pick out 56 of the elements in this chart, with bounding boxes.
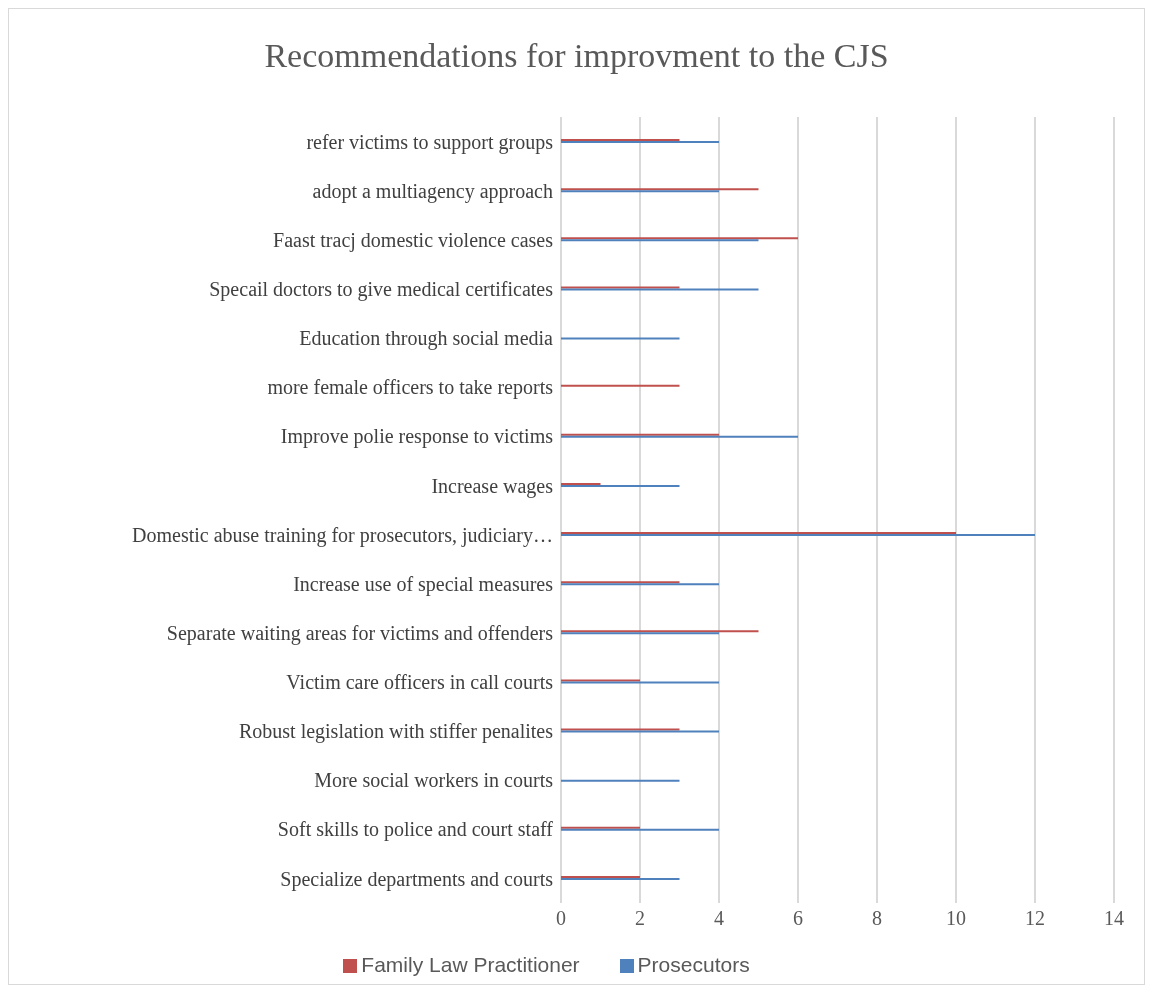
bar: [561, 730, 719, 733]
bar: [561, 190, 719, 193]
bar: [561, 728, 680, 731]
bar: [561, 875, 640, 878]
bar: [561, 286, 680, 289]
bar: [561, 482, 601, 485]
bar: [561, 237, 798, 240]
bar: [561, 435, 798, 438]
legend-label: Family Law Practitioner: [361, 953, 580, 976]
y-tick-label: Increase use of special measures: [293, 572, 554, 596]
x-tick-label: 8: [872, 907, 882, 930]
y-tick-label: Soft skills to police and court staff: [277, 818, 554, 842]
y-tick-label: Separate waiting areas for victims and offenders: [166, 621, 554, 645]
bar: [561, 534, 1035, 537]
bar: [561, 288, 759, 291]
bar: [561, 532, 956, 535]
legend-label: Prosecutors: [637, 953, 750, 976]
bar: [561, 581, 680, 584]
bar: [561, 630, 759, 633]
x-tick-label: 2: [635, 907, 645, 930]
bar: [561, 583, 719, 586]
y-tick-label: Victim care officers in call courts: [286, 671, 554, 694]
chart-title: Recommendations for improvment to the CJS: [263, 36, 890, 76]
bar: [561, 681, 719, 684]
bar: [561, 337, 680, 340]
bar: [561, 779, 680, 782]
bar: [561, 826, 640, 829]
x-tick-label: 0: [556, 907, 566, 930]
bar: [561, 139, 680, 142]
y-tick-label: Increase wages: [431, 474, 554, 498]
y-tick-label: Domestic abuse training for prosecutors, judiciary…: [132, 523, 553, 547]
bar: [561, 828, 719, 831]
x-tick-label: 12: [1025, 907, 1045, 930]
y-tick-label: Faast tracj domestic violence cases: [273, 228, 554, 252]
x-tick-label: 10: [946, 907, 966, 930]
y-tick-label: Specialize departments and courts: [280, 867, 554, 891]
x-tick-label: 4: [714, 907, 724, 930]
y-tick-label: Improve polie response to victims: [280, 425, 554, 449]
bar: [561, 484, 680, 487]
y-tick-label: more female officers to take reports: [267, 376, 554, 400]
y-tick-label: Education through social media: [299, 327, 554, 351]
bar: [561, 877, 680, 880]
x-tick-label: 14: [1104, 907, 1124, 930]
x-tick-label: 6: [793, 907, 803, 930]
y-tick-label: More social workers in courts: [314, 769, 554, 792]
bar: [561, 188, 759, 191]
y-tick-label: refer victims to support groups: [306, 130, 554, 154]
y-tick-label: Robust legislation with stiffer penalites: [238, 720, 554, 744]
bar: [561, 632, 719, 635]
bar: [561, 239, 759, 242]
bar: [561, 679, 640, 682]
bar: [561, 384, 680, 387]
y-tick-label: Specail doctors to give medical certificates: [209, 278, 554, 302]
bar: [561, 433, 719, 436]
bar: [561, 141, 719, 144]
y-tick-label: adopt a multiagency approach: [312, 179, 553, 203]
